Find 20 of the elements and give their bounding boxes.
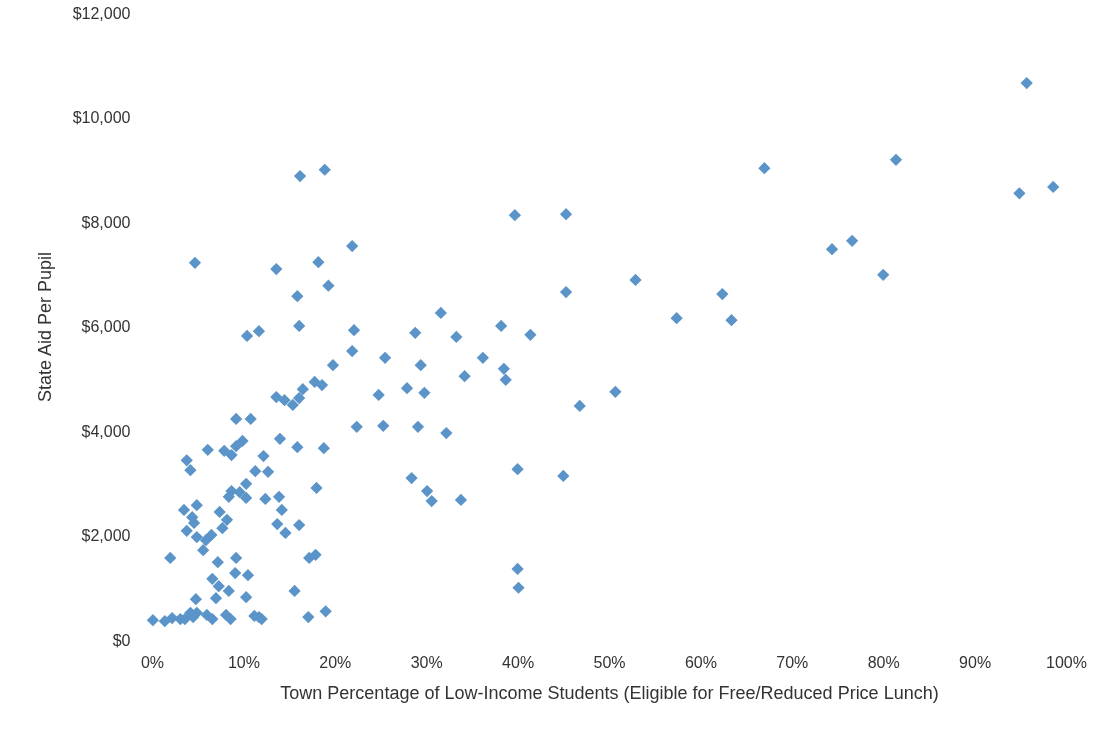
x-tick-label: 100% xyxy=(1046,653,1087,671)
x-tick-label: 80% xyxy=(867,653,900,671)
y-tick-label: $2,000 xyxy=(81,527,131,544)
x-tick-label: 90% xyxy=(959,653,992,671)
x-tick-label: 60% xyxy=(684,653,717,671)
x-tick-label: 50% xyxy=(593,653,626,671)
x-tick-label: 40% xyxy=(502,653,535,671)
x-tick-label: 20% xyxy=(319,653,352,671)
y-tick-label: $10,000 xyxy=(72,109,131,126)
y-tick-label: $8,000 xyxy=(81,213,131,231)
y-tick-label: $0 xyxy=(112,631,131,649)
y-tick-label: $12,000 xyxy=(72,4,131,22)
x-tick-label: 0% xyxy=(140,653,165,671)
x-axis-title: Town Percentage of Low-Income Students (Eligible for Free/Reduced Price Lunch) xyxy=(280,682,939,703)
x-tick-label: 70% xyxy=(776,653,809,671)
y-tick-label: $6,000 xyxy=(81,318,131,335)
x-tick-label: 10% xyxy=(227,653,260,671)
x-tick-label: 30% xyxy=(410,653,443,671)
y-axis-title: State Aid Per Pupil xyxy=(34,251,55,403)
y-tick-label: $4,000 xyxy=(81,422,131,440)
